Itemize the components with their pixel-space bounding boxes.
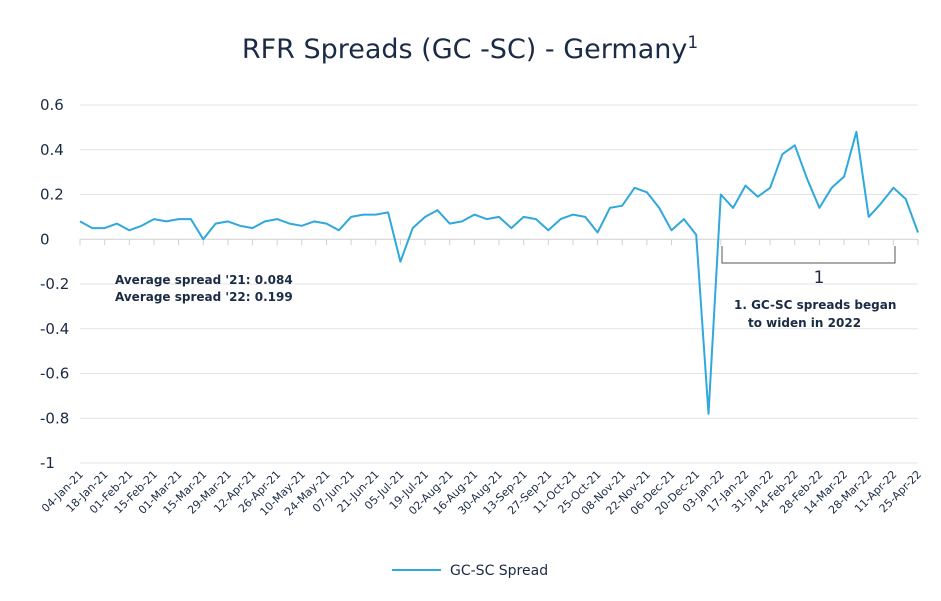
y-tick-label: 0.6 bbox=[40, 96, 64, 114]
y-tick-label: -0.6 bbox=[40, 365, 69, 383]
gridlines bbox=[80, 104, 918, 464]
y-tick-label: -1 bbox=[40, 454, 55, 472]
bracket-label: 1 bbox=[814, 268, 825, 288]
annotation-note-line2: to widen in 2022 bbox=[748, 316, 861, 330]
y-tick-label: 0 bbox=[40, 230, 50, 248]
legend-label: GC-SC Spread bbox=[450, 563, 548, 579]
avg-spread-2022: Average spread '22: 0.199 bbox=[115, 290, 293, 304]
y-tick-label: -0.2 bbox=[40, 275, 69, 293]
chart-title: RFR Spreads (GC -SC) - Germany1 bbox=[242, 33, 698, 65]
y-tick-label: 0.2 bbox=[40, 186, 64, 204]
series-line-gc-sc-spread bbox=[79, 130, 919, 415]
legend: GC-SC Spread bbox=[392, 563, 548, 579]
y-tick-label: -0.8 bbox=[40, 409, 69, 427]
annotation-note-line1: 1. GC-SC spreads began bbox=[734, 298, 896, 312]
avg-spread-2021: Average spread '21: 0.084 bbox=[115, 273, 293, 287]
y-tick-label: 0.4 bbox=[40, 141, 64, 159]
annotation-bracket bbox=[721, 246, 896, 264]
y-tick-label: -0.4 bbox=[40, 320, 69, 338]
y-axis: 0.6 0.4 0.2 0 -0.2 -0.4 -0.6 -0.8 -1 bbox=[40, 96, 69, 472]
